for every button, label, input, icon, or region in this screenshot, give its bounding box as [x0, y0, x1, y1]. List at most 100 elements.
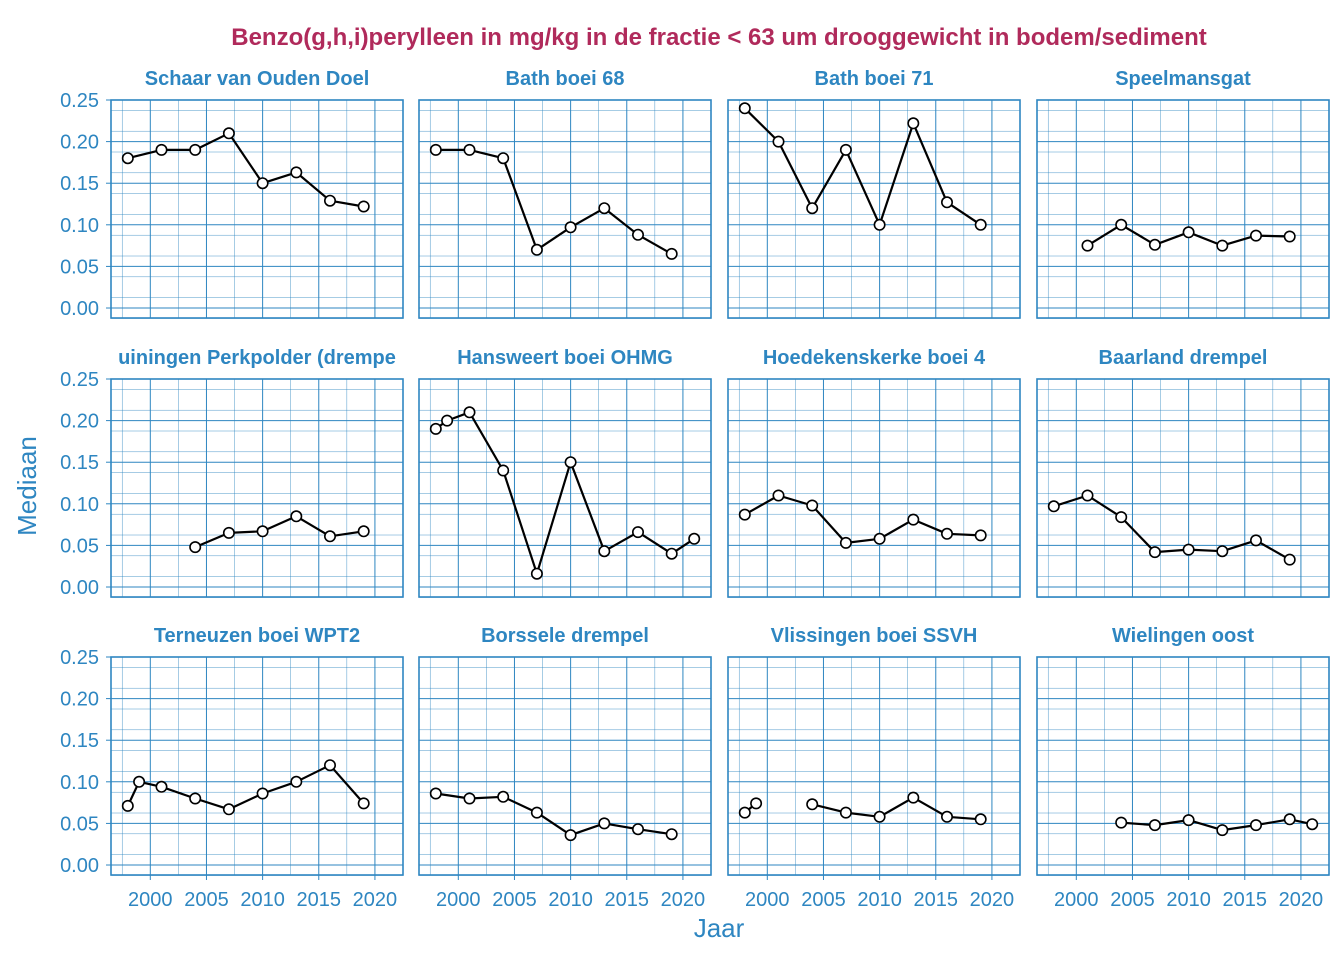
data-point	[530, 567, 543, 580]
x-tick-label: 2000	[436, 889, 481, 911]
data-point	[1182, 226, 1195, 239]
panel-title: Hoedekenskerke boei 4	[763, 347, 986, 369]
data-point	[907, 513, 920, 526]
y-tick-label: 0.15	[60, 452, 99, 474]
y-tick-label: 0.00	[60, 298, 99, 320]
data-point	[1115, 511, 1128, 524]
data-point	[1250, 534, 1263, 547]
data-point	[155, 143, 168, 156]
data-point	[974, 813, 987, 826]
data-point	[738, 102, 751, 115]
panel-data	[121, 127, 370, 213]
data-point	[564, 221, 577, 234]
data-point	[772, 135, 785, 148]
panel-data	[429, 787, 678, 842]
x-tick-label: 2010	[240, 889, 285, 911]
data-point	[290, 166, 303, 179]
data-point	[222, 526, 235, 539]
data-point	[598, 817, 611, 830]
x-tick-label: 2015	[605, 889, 650, 911]
data-point	[189, 792, 202, 805]
data-point	[839, 806, 852, 819]
y-tick-label: 0.00	[60, 855, 99, 877]
panel-title: Wielingen oost	[1112, 625, 1254, 647]
x-axis-label: Jaar	[694, 913, 745, 943]
panel-border	[418, 656, 712, 876]
data-point	[941, 810, 954, 823]
data-point	[873, 532, 886, 545]
data-point	[974, 529, 987, 542]
data-point	[907, 791, 920, 804]
panel-title: Speelmansgat	[1115, 68, 1251, 90]
data-point	[324, 530, 337, 543]
data-point	[632, 823, 645, 836]
data-point	[121, 799, 134, 812]
data-point	[873, 218, 886, 231]
panel: Hansweert boei OHMG	[418, 347, 712, 598]
x-tick-label: 2000	[128, 889, 173, 911]
data-point	[463, 143, 476, 156]
y-tick-label: 0.25	[60, 90, 99, 112]
data-point	[290, 510, 303, 523]
data-point	[290, 775, 303, 788]
series-line	[811, 796, 981, 821]
data-point	[750, 797, 763, 810]
data-point	[1283, 553, 1296, 566]
data-point	[256, 177, 269, 190]
x-tick-label: 2005	[801, 889, 846, 911]
data-point	[1306, 818, 1319, 831]
data-point	[133, 775, 146, 788]
x-tick-label: 2010	[857, 889, 902, 911]
data-point	[155, 780, 168, 793]
x-tick-label: 2005	[184, 889, 229, 911]
series-line	[1053, 494, 1291, 561]
data-point	[121, 152, 134, 165]
data-point	[497, 152, 510, 165]
data-point	[806, 798, 819, 811]
data-point	[1182, 543, 1195, 556]
data-point	[497, 790, 510, 803]
x-tick-label: 2005	[492, 889, 537, 911]
y-tick-label: 0.15	[60, 730, 99, 752]
panel: uiningen Perkpolder (drempe 0.00 0.05 0.10 0…	[60, 347, 404, 599]
data-point	[632, 526, 645, 539]
x-tick-label: 2015	[914, 889, 959, 911]
data-point	[1115, 218, 1128, 231]
data-point	[324, 194, 337, 207]
data-point	[806, 499, 819, 512]
y-tick-label: 0.15	[60, 173, 99, 195]
data-point	[1081, 239, 1094, 252]
data-point	[1148, 238, 1161, 251]
panel-border	[727, 656, 1021, 876]
panel-title: Vlissingen boei SSVH	[771, 625, 978, 647]
data-point	[441, 414, 454, 427]
data-point	[1250, 229, 1263, 242]
data-point	[530, 806, 543, 819]
panel: Bath boei 71	[727, 68, 1021, 319]
data-point	[1250, 819, 1263, 832]
panels-group: Schaar van Ouden Doel 0.00 0.05 0.10 0.15 0.2…	[60, 68, 1330, 911]
panel-data	[738, 102, 987, 231]
data-point	[463, 792, 476, 805]
y-tick-label: 0.10	[60, 772, 99, 794]
y-tick-label: 0.10	[60, 215, 99, 237]
panel-data	[1047, 489, 1296, 566]
panel-border	[1036, 378, 1330, 598]
panel-border	[727, 99, 1021, 319]
x-tick-label: 2010	[548, 889, 593, 911]
series-line	[435, 411, 695, 575]
y-tick-label: 0.25	[60, 647, 99, 669]
series-line	[744, 107, 982, 226]
panel: Wielingen oost 2000 2005 2010 2015 2020	[1036, 625, 1330, 911]
data-point	[429, 422, 442, 435]
panel-title: Schaar van Ouden Doel	[145, 68, 370, 90]
x-tick-label: 2010	[1166, 889, 1211, 911]
data-point	[189, 541, 202, 554]
data-point	[1216, 824, 1229, 837]
data-point	[772, 489, 785, 502]
panel-title: Hansweert boei OHMG	[457, 347, 673, 369]
panel-data	[738, 791, 987, 826]
data-point	[1148, 819, 1161, 832]
panel-border	[110, 378, 404, 598]
